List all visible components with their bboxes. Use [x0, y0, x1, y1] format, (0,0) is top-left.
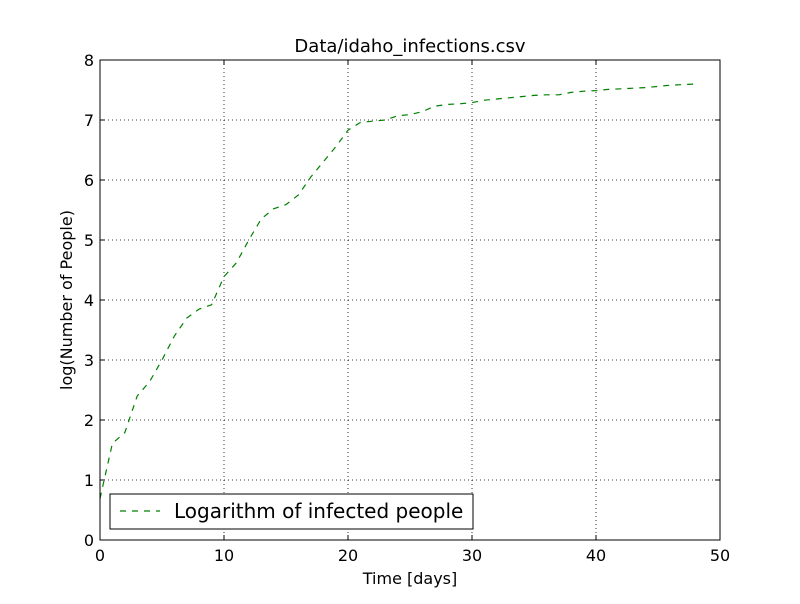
x-tick-label: 30 [462, 546, 482, 565]
x-tick-label: 0 [95, 546, 105, 565]
y-tick-label: 1 [84, 471, 94, 490]
y-tick-label: 7 [84, 111, 94, 130]
y-tick-label: 8 [84, 51, 94, 70]
y-tick-label: 4 [84, 291, 94, 310]
x-tick-label: 50 [710, 546, 730, 565]
chart-title: Data/idaho_infections.csv [294, 36, 525, 57]
y-tick-label: 3 [84, 351, 94, 370]
y-tick-label: 5 [84, 231, 94, 250]
x-tick-label: 10 [214, 546, 234, 565]
y-tick-label: 0 [84, 531, 94, 550]
x-tick-label: 40 [586, 546, 606, 565]
legend: Logarithm of infected people [109, 493, 474, 530]
y-tick-label: 2 [84, 411, 94, 430]
legend-label: Logarithm of infected people [174, 499, 463, 523]
series-line [99, 83, 696, 499]
y-tick-label: 6 [84, 171, 94, 190]
y-axis-label: log(Number of People) [57, 210, 76, 390]
grid-layer [100, 60, 720, 540]
x-tick-label: 20 [338, 546, 358, 565]
legend-box [109, 493, 474, 530]
series-layer [99, 83, 696, 499]
tick-layer: 0 10 20 30 40 50 0 1 2 3 4 5 6 7 8 [84, 51, 730, 565]
x-axis-label: Time [days] [362, 569, 458, 588]
